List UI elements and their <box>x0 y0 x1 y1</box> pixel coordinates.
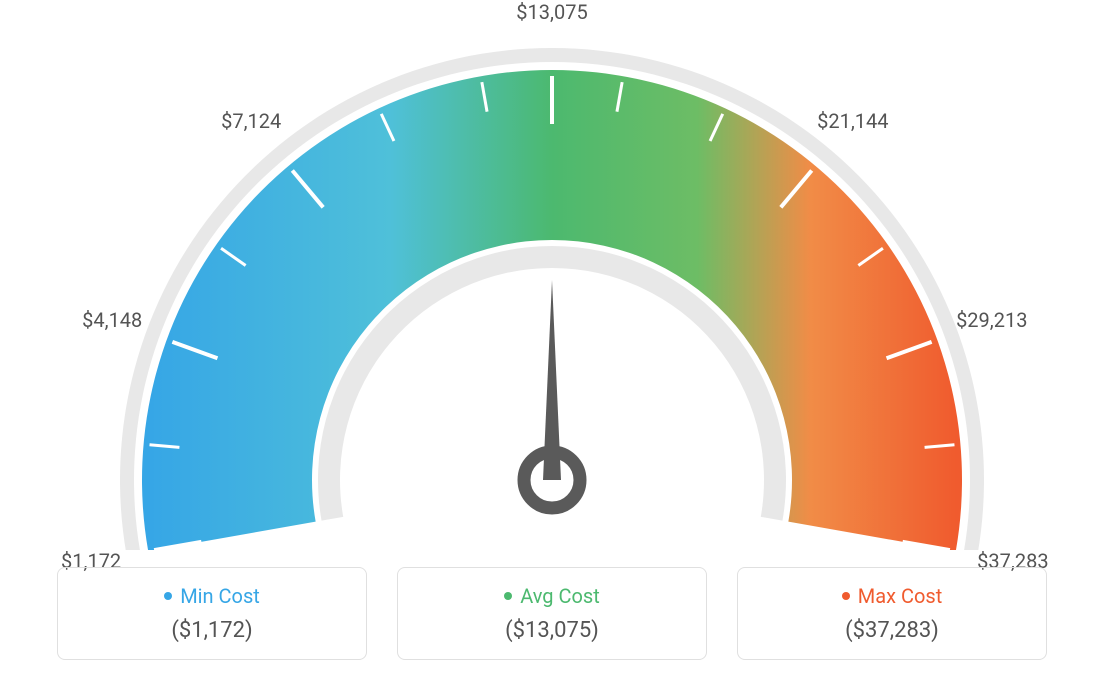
legend-value-max: ($37,283) <box>758 618 1026 643</box>
legend-row: Min Cost ($1,172) Avg Cost ($13,075) Max… <box>0 567 1104 660</box>
gauge-tick-label: $4,148 <box>82 308 142 332</box>
legend-title-max: Max Cost <box>758 584 1026 608</box>
gauge-tick-label: $13,075 <box>516 0 587 24</box>
legend-value-avg: ($13,075) <box>418 618 686 643</box>
legend-title-min: Min Cost <box>78 584 346 608</box>
gauge-tick-label: $29,213 <box>956 308 1027 332</box>
gauge-tick-label: $7,124 <box>221 109 281 133</box>
legend-title-avg: Avg Cost <box>418 584 686 608</box>
legend-value-min: ($1,172) <box>78 618 346 643</box>
legend-label-max: Max Cost <box>858 584 943 608</box>
gauge-tick-label: $21,144 <box>817 109 888 133</box>
cost-gauge: $1,172$4,148$7,124$13,075$21,144$29,213$… <box>0 0 1104 550</box>
legend-label-min: Min Cost <box>180 584 260 608</box>
legend-card-max: Max Cost ($37,283) <box>737 567 1047 660</box>
legend-card-avg: Avg Cost ($13,075) <box>397 567 707 660</box>
legend-card-min: Min Cost ($1,172) <box>57 567 367 660</box>
gauge-svg <box>0 0 1104 550</box>
legend-label-avg: Avg Cost <box>520 584 600 608</box>
bullet-max <box>842 592 850 600</box>
bullet-min <box>164 592 172 600</box>
bullet-avg <box>504 592 512 600</box>
